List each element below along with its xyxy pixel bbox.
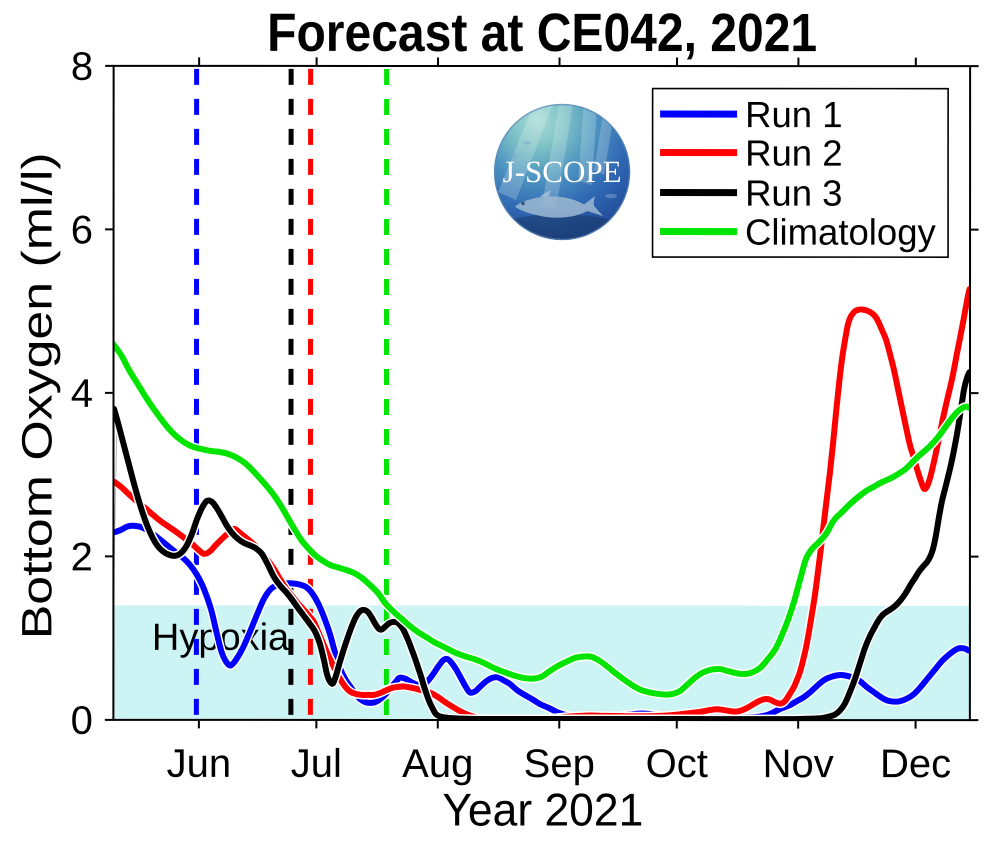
svg-text:Dec: Dec bbox=[880, 742, 951, 786]
svg-text:Year 2021: Year 2021 bbox=[442, 783, 643, 835]
svg-text:2: 2 bbox=[71, 535, 93, 579]
svg-text:0: 0 bbox=[71, 699, 93, 743]
svg-text:Jul: Jul bbox=[291, 742, 342, 786]
svg-text:Run 1: Run 1 bbox=[745, 94, 842, 135]
svg-text:Run 2: Run 2 bbox=[745, 133, 842, 174]
svg-text:6: 6 bbox=[71, 208, 93, 252]
svg-text:Bottom Oxygen (ml/l): Bottom Oxygen (ml/l) bbox=[14, 152, 61, 639]
svg-text:Jun: Jun bbox=[167, 742, 232, 786]
svg-text:4: 4 bbox=[71, 372, 93, 416]
svg-text:J-SCOPE: J-SCOPE bbox=[503, 154, 622, 189]
svg-text:Sep: Sep bbox=[524, 742, 595, 786]
svg-text:Climatology: Climatology bbox=[745, 212, 936, 253]
svg-text:Forecast at CE042, 2021: Forecast at CE042, 2021 bbox=[267, 3, 817, 63]
svg-text:Run 3: Run 3 bbox=[745, 173, 842, 214]
svg-text:Oct: Oct bbox=[646, 742, 708, 786]
svg-text:8: 8 bbox=[71, 45, 93, 89]
svg-text:Nov: Nov bbox=[763, 742, 834, 786]
svg-text:Aug: Aug bbox=[402, 742, 473, 786]
